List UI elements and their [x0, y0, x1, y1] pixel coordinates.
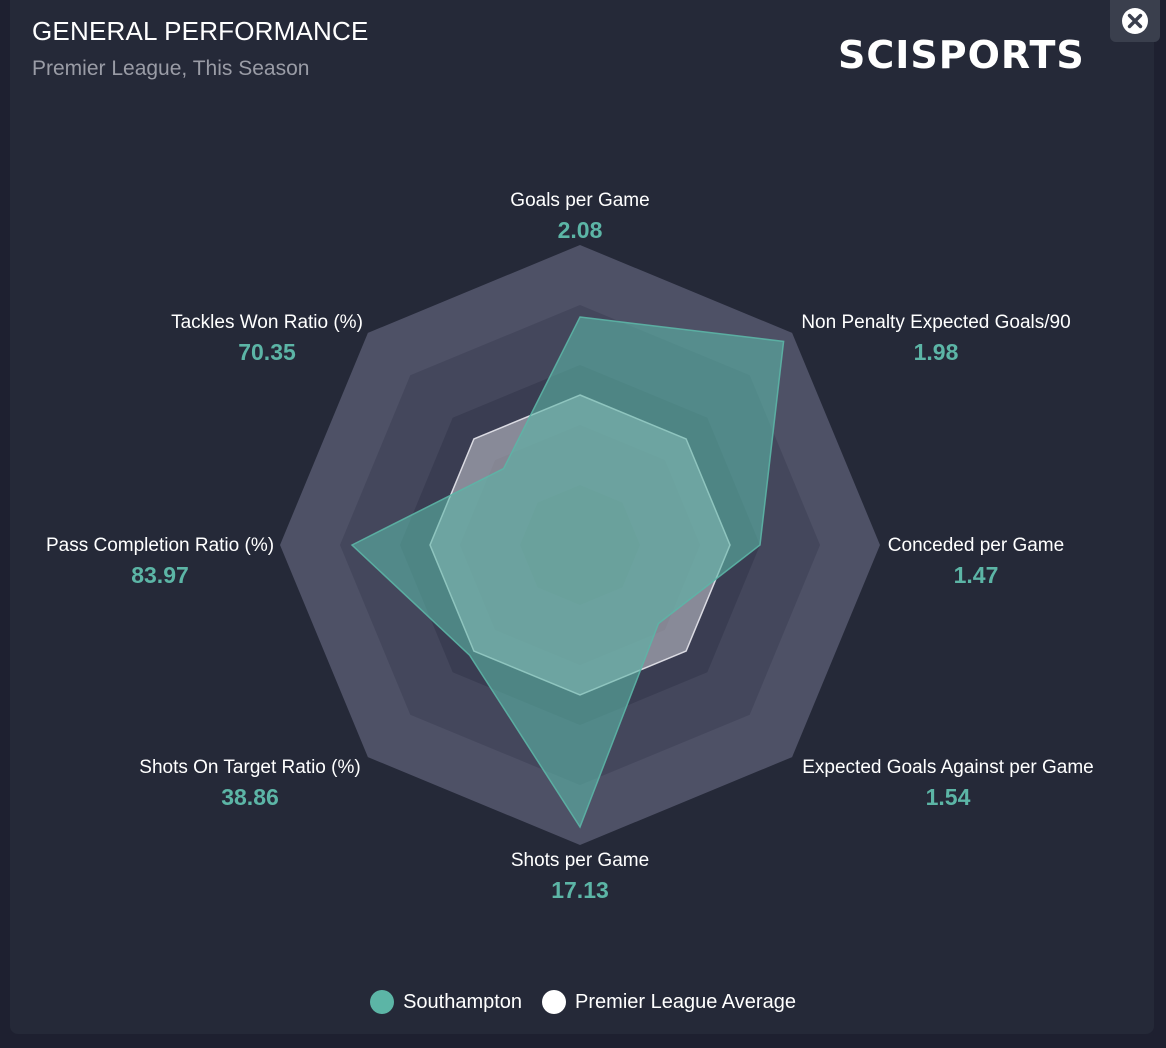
axis-label-non-penalty-expected-goals-90: Non Penalty Expected Goals/90 — [801, 312, 1071, 333]
axis-value-tackles-won-ratio: 70.35 — [238, 339, 296, 365]
chart-title: GENERAL PERFORMANCE — [32, 16, 369, 46]
legend-label-league-average: Premier League Average — [575, 990, 796, 1013]
axis-value-shots-per-game: 17.13 — [551, 877, 609, 903]
legend-label-southampton: Southampton — [403, 990, 523, 1013]
legend-swatch-southampton — [370, 990, 395, 1014]
series-area-southampton — [350, 316, 785, 829]
axis-value-non-penalty-expected-goals-90: 1.98 — [913, 339, 959, 365]
scisports-logo: SCISPORTS — [838, 33, 1085, 77]
axis-value-goals-per-game: 2.08 — [557, 217, 603, 243]
legend-swatch-league-average — [542, 990, 567, 1014]
axis-value-pass-completion-ratio: 83.97 — [131, 562, 189, 588]
axis-label-shots-on-target-ratio: Shots On Target Ratio (%) — [139, 757, 361, 778]
axis-label-goals-per-game: Goals per Game — [510, 190, 650, 211]
legend-item-southampton[interactable]: Southampton — [370, 990, 522, 1014]
close-icon — [1122, 8, 1148, 34]
axis-label-expected-goals-against-per-game: Expected Goals Against per Game — [802, 757, 1094, 778]
axis-label-pass-completion-ratio: Pass Completion Ratio (%) — [45, 535, 275, 556]
close-button[interactable] — [1110, 0, 1160, 42]
chart-legend: Southampton Premier League Average — [0, 990, 1166, 1014]
logo-text: SCISPORTS — [838, 33, 1085, 77]
legend-item-league-average[interactable]: Premier League Average — [542, 990, 796, 1014]
axis-label-tackles-won-ratio: Tackles Won Ratio (%) — [171, 312, 363, 333]
axis-label-shots-per-game: Shots per Game — [510, 850, 650, 871]
axis-value-conceded-per-game: 1.47 — [953, 562, 999, 588]
axis-label-conceded-per-game: Conceded per Game — [887, 535, 1065, 556]
axis-value-expected-goals-against-per-game: 1.54 — [925, 784, 971, 810]
axis-value-shots-on-target-ratio: 38.86 — [221, 784, 279, 810]
chart-subtitle: Premier League, This Season — [32, 57, 310, 80]
